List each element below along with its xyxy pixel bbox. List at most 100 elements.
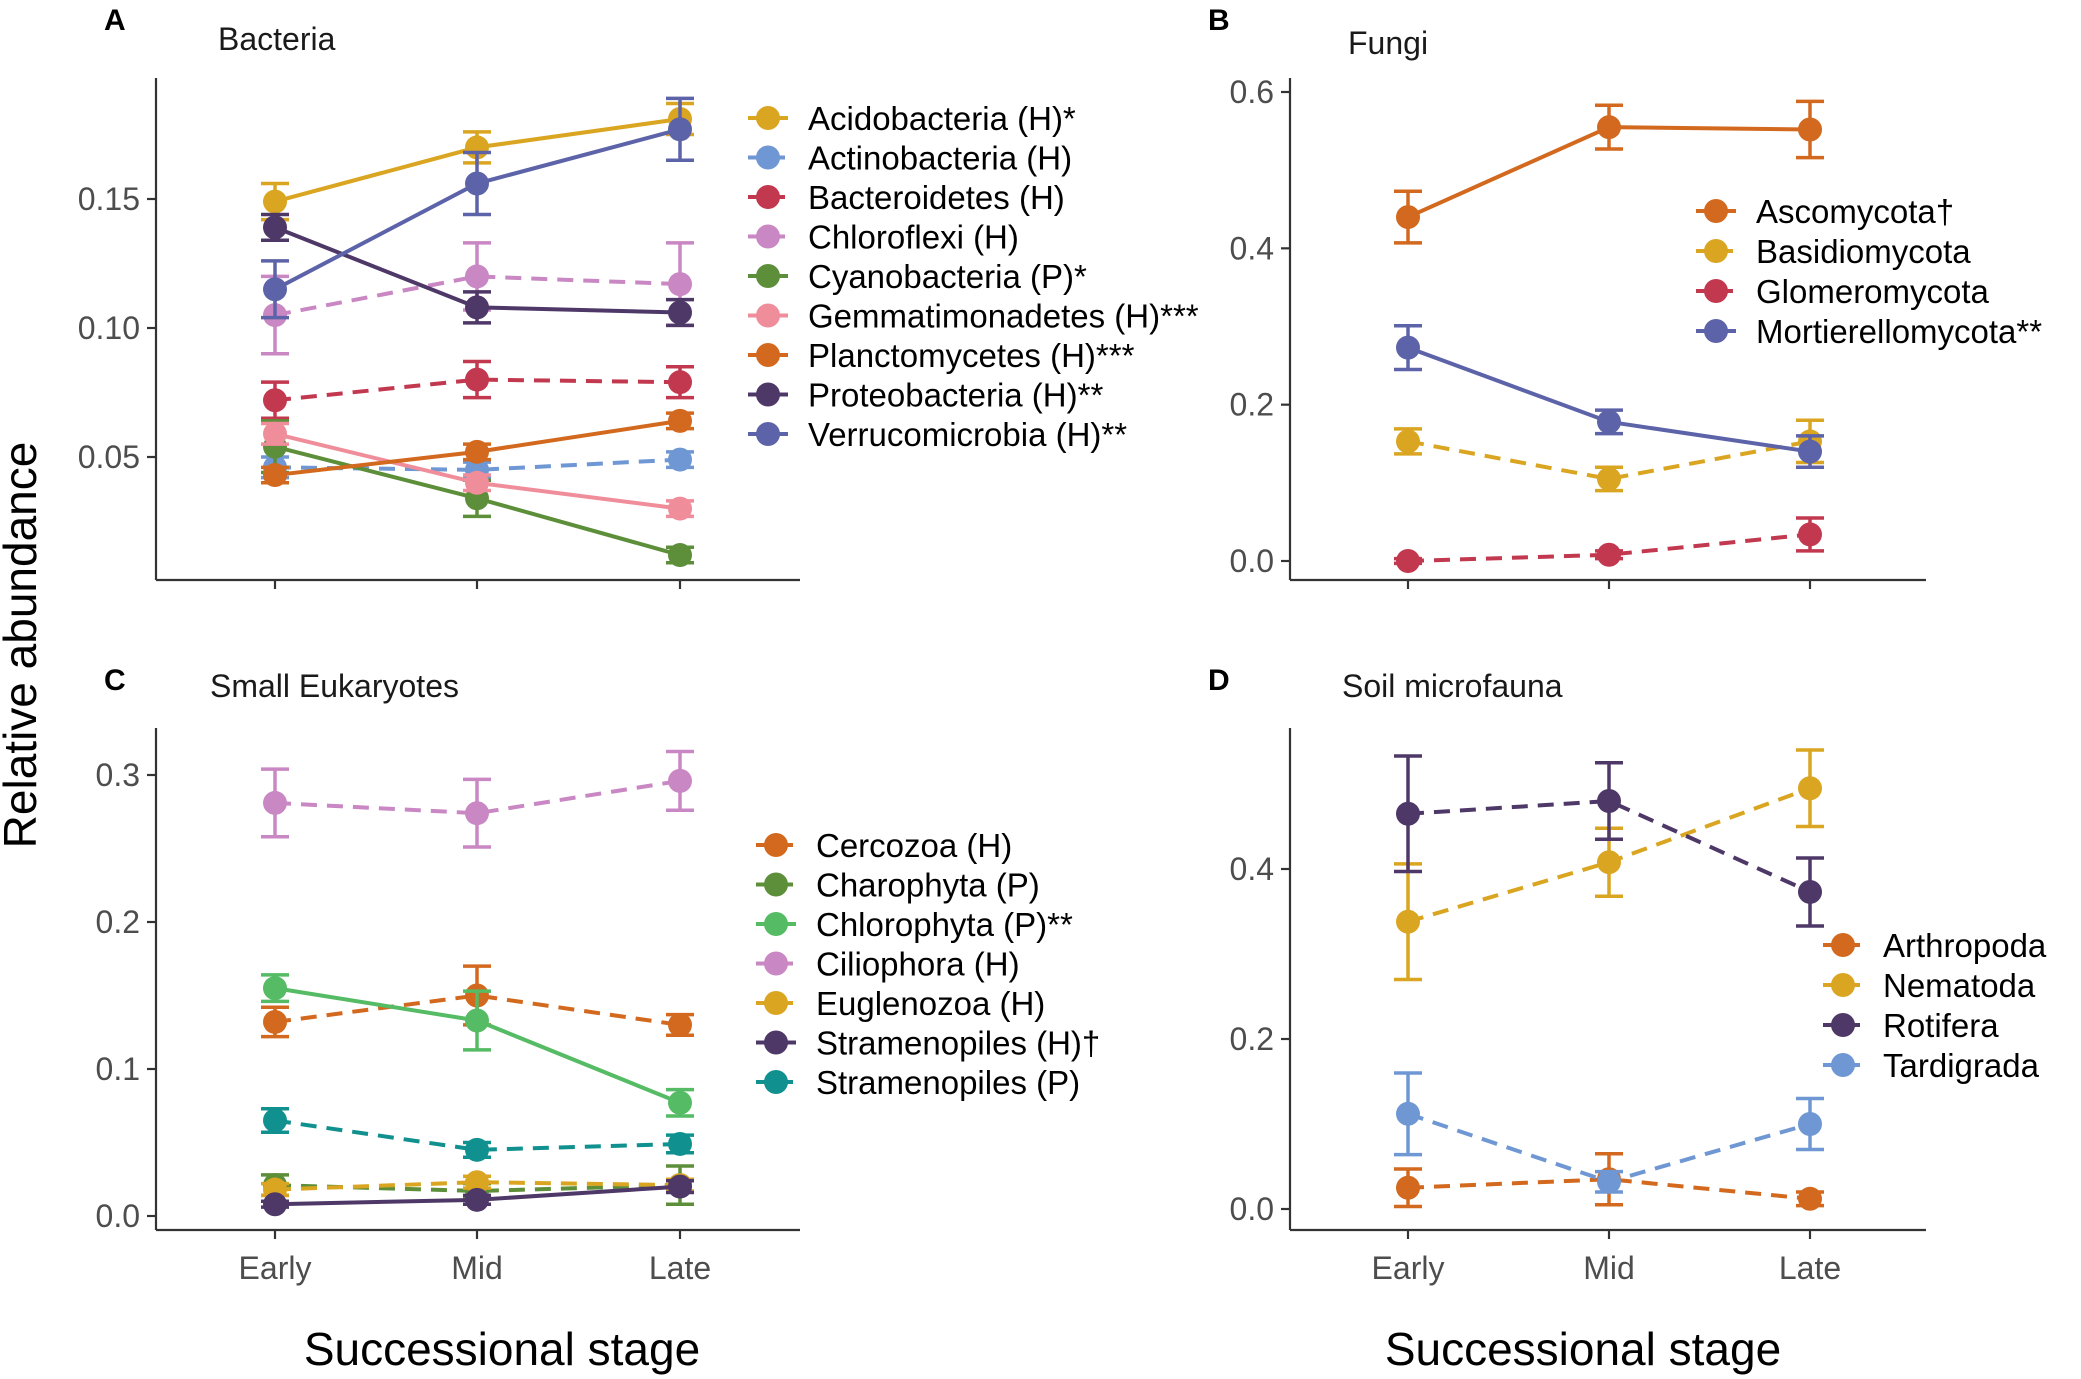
legend-key-point [756,106,780,130]
y-tick-label: 0.6 [1230,74,1274,110]
data-point [465,264,489,289]
data-point [668,543,692,568]
data-point [1597,466,1621,491]
panel-title: Bacteria [218,21,336,57]
legend-key-point [1704,239,1728,263]
legend-label: Stramenopiles (H)† [816,1025,1100,1062]
series-line [1407,532,1811,563]
data-point [263,277,287,302]
legend-label: Nematoda [1883,967,2036,1004]
data-point [1597,789,1621,813]
series-ciliophora-h [261,749,694,849]
data-point [1396,909,1420,934]
series-rotifera [1394,754,1824,928]
data-point [1396,1175,1420,1200]
y-tick-label: 0.0 [1230,543,1274,579]
data-point [668,447,692,472]
data-point [1597,115,1621,140]
data-point [668,117,692,142]
legend-key-point [1831,1013,1855,1037]
y-tick-label: 0.3 [96,757,140,793]
series-mortierellomycota [1394,323,1824,469]
panel-title: Small Eukaryotes [210,668,459,704]
legend-label: Verrucomicrobia (H)** [808,416,1127,453]
series-tardigrada [1394,1071,1824,1194]
data-point [668,1090,692,1115]
panel-title: Soil microfauna [1342,668,1563,704]
data-point [465,295,489,320]
legend: Ascomycota†BasidiomycotaGlomeromycotaMor… [1696,193,2042,350]
legend-key-point [764,951,788,976]
legend-key-point [1704,319,1728,343]
legend-key-point [1704,199,1728,223]
series-line [274,377,681,403]
data-point [1597,542,1621,567]
y-tick-label: 0.2 [1230,1021,1274,1057]
series-glomeromycota [1394,516,1824,573]
data-point [668,408,692,433]
series-planctomycetes-h [261,408,694,488]
legend-label: Chlorophyta (P)** [816,906,1073,943]
legend-label: Chloroflexi (H) [808,219,1019,256]
data-point [263,1009,287,1034]
data-point [263,388,287,413]
legend-key-point [756,185,780,209]
x-tick-label: Early [239,1250,312,1286]
data-point [263,463,287,488]
series-ascomycota [1394,99,1824,245]
y-tick-label: 0.15 [78,181,140,217]
panel-letter: C [104,664,126,697]
legend-key-point [764,1070,788,1094]
data-point [263,215,287,240]
legend-label: Charophyta (P) [816,867,1040,904]
data-point [263,189,287,214]
legend-label: Cyanobacteria (P)* [808,258,1087,295]
series-line [1407,439,1811,481]
data-point [263,790,287,815]
legend-key-point [756,264,780,288]
legend-key-point [1831,933,1855,957]
series-line [274,274,681,318]
data-point [1597,850,1621,875]
legend-label: Rotifera [1883,1007,1999,1044]
x-tick-label: Mid [451,1250,503,1286]
data-point [1798,439,1822,464]
data-point [668,768,692,793]
legend-key-point [764,912,788,936]
data-point [1597,1169,1621,1194]
y-axis-title: Relative abundance [0,442,46,849]
legend-key-point [1831,973,1855,997]
x-axis-title-left: Successional stage [304,1323,700,1375]
x-tick-label: Late [649,1250,711,1286]
data-point [668,272,692,297]
data-point [263,1108,287,1133]
legend-key-point [1831,1053,1855,1077]
series-chlorophyta-p [261,973,694,1118]
panel-fungi: B Fungi 0.0 0.2 0.4 0.6 Ascomycota†Basidiomyco… [1208,4,2042,589]
legend-label: Stramenopiles (P) [816,1064,1080,1101]
series-cercozoa-h [261,964,694,1039]
y-tick-label: 0.05 [78,439,140,475]
x-tick-label: Late [1779,1250,1841,1286]
data-point [668,1131,692,1156]
data-point [1798,1112,1822,1136]
legend-label: Acidobacteria (H)* [808,100,1076,137]
legend-label: Tardigrada [1883,1047,2040,1084]
legend-key-point [756,422,780,446]
legend-key-point [756,303,780,328]
data-point [668,1012,692,1037]
y-tick-label: 0.4 [1230,230,1274,266]
series-gemmatimonadetes-h [261,421,694,521]
legend-label: Glomeromycota [1756,273,1990,310]
panel-bacteria: A Bacteria 0.05 0.10 0.15 Acidobacteria (H)*A… [78,4,1199,589]
legend-key-point [764,991,788,1015]
legend: Acidobacteria (H)*Actinobacteria (H)Bact… [748,100,1199,453]
x-tick-label: Mid [1583,1250,1635,1286]
legend-label: Ascomycota† [1756,193,1954,230]
series-bacteroidetes-h [261,359,694,421]
data-point [1798,1186,1822,1211]
data-point [465,439,489,464]
legend-key-point [756,382,780,407]
legend-label: Euglenozoa (H) [816,985,1045,1022]
